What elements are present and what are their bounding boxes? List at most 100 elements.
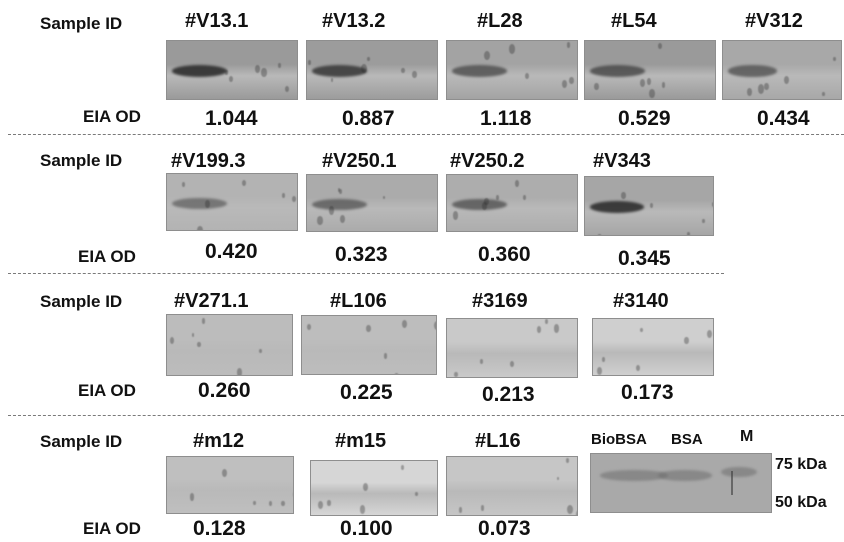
- sample-id-r2-1: #V199.3: [171, 150, 246, 172]
- blot-speck: [317, 500, 323, 510]
- row4-sample-id-label: Sample ID: [40, 432, 123, 451]
- blot-speck: [261, 68, 267, 77]
- blot-speck: [649, 89, 656, 98]
- blot-speck: [169, 336, 175, 344]
- blot-speck: [832, 56, 836, 62]
- blot-speck: [514, 180, 519, 187]
- sample-id-r1-1: #V13.1: [185, 10, 249, 32]
- sample-id-r4-2: #m15: [335, 430, 387, 452]
- blot-speck: [339, 189, 343, 194]
- blot-speck: [367, 57, 370, 61]
- blot-speck: [569, 76, 574, 85]
- blot-speck: [241, 180, 246, 187]
- blot-speck: [566, 42, 571, 48]
- blot-strip-r1-2: [306, 40, 438, 100]
- blot-speck: [640, 328, 643, 333]
- blot-speck: [480, 505, 485, 511]
- blot-strip-r3-1: [166, 314, 293, 376]
- row-divider-2: [8, 273, 724, 274]
- row3-eia-od-label: EIA OD: [78, 381, 136, 400]
- blot-speck: [509, 44, 516, 54]
- protein-band: [172, 197, 227, 209]
- blot-speck: [454, 371, 458, 377]
- blot-strip-r3-3: [446, 318, 578, 378]
- blot-speck: [328, 205, 335, 215]
- blot-strip-r1-5: [722, 40, 842, 100]
- blot-speck: [285, 86, 290, 93]
- eia-od-r1-1: 1.044: [205, 107, 258, 130]
- blot-strip-r2-1: [166, 173, 298, 231]
- blot-speck: [764, 82, 769, 91]
- sample-id-r1-2: #V13.2: [322, 10, 386, 32]
- row1-sample-id-label: Sample ID: [40, 14, 123, 33]
- blot-speck: [484, 197, 489, 205]
- sample-id-r4-1: #m12: [193, 430, 245, 452]
- eia-od-r4-3: 0.073: [478, 517, 531, 540]
- blot-speck: [259, 348, 262, 354]
- row2-sample-id-label: Sample ID: [40, 151, 123, 170]
- blot-speck: [411, 70, 417, 79]
- blot-speck: [224, 70, 228, 75]
- blot-speck: [452, 210, 459, 220]
- blot-speck: [576, 510, 577, 515]
- eia-od-r2-1: 0.420: [205, 240, 258, 263]
- control-band-2: [720, 466, 757, 478]
- blot-speck: [553, 324, 559, 333]
- row-divider-3: [8, 415, 844, 416]
- blot-speck: [601, 357, 605, 363]
- eia-od-r2-4: 0.345: [618, 247, 671, 270]
- blot-speck: [307, 59, 312, 66]
- blot-speck: [339, 214, 345, 223]
- protein-band: [727, 65, 778, 77]
- blot-speck: [650, 203, 654, 209]
- blot-speck: [359, 505, 365, 514]
- protein-band: [590, 201, 644, 213]
- row4-eia-od-label: EIA OD: [83, 519, 141, 538]
- blot-speck: [402, 319, 408, 329]
- protein-band: [590, 65, 645, 77]
- blot-speck: [536, 326, 541, 334]
- sample-id-r2-3: #V250.2: [450, 150, 525, 172]
- sample-id-r4-3: #L16: [475, 430, 521, 452]
- blot-speck: [783, 75, 789, 85]
- sample-id-r2-4: #V343: [593, 150, 651, 172]
- blot-speck: [292, 195, 296, 202]
- blot-speck: [594, 82, 599, 91]
- blot-speck: [596, 233, 602, 235]
- eia-od-r1-2: 0.887: [342, 107, 395, 130]
- marker-50kda-label: 50 kDa: [775, 494, 827, 511]
- control-blot-strip: [590, 453, 772, 513]
- sample-id-r1-5: #V312: [745, 10, 803, 32]
- blot-speck: [415, 491, 419, 496]
- blot-speck: [292, 491, 293, 498]
- blot-speck: [229, 76, 234, 83]
- blot-speck: [269, 501, 273, 507]
- eia-od-r2-3: 0.360: [478, 243, 531, 266]
- eia-od-r3-1: 0.260: [198, 379, 251, 402]
- blot-speck: [281, 500, 285, 507]
- blot-speck: [658, 42, 663, 49]
- eia-od-r4-1: 0.128: [193, 517, 246, 540]
- blot-speck: [661, 82, 666, 88]
- blot-strip-r1-3: [446, 40, 578, 100]
- eia-od-r3-3: 0.213: [482, 383, 535, 406]
- protein-band: [312, 198, 367, 210]
- lane-label-marker: M: [740, 428, 754, 445]
- row-divider-1: [8, 134, 844, 135]
- blot-speck: [458, 506, 463, 513]
- lane-label-bsa: BSA: [671, 431, 703, 448]
- blot-speck: [822, 92, 825, 96]
- blot-speck: [702, 218, 705, 223]
- blot-speck: [496, 194, 500, 200]
- blot-strip-r1-4: [584, 40, 716, 100]
- blot-speck: [525, 72, 529, 79]
- eia-od-r1-3: 1.118: [480, 107, 532, 130]
- blot-speck: [556, 476, 560, 481]
- blot-speck: [434, 321, 436, 331]
- blot-speck: [330, 78, 334, 83]
- blot-speck: [317, 216, 323, 225]
- blot-strip-r2-2: [306, 174, 438, 232]
- marker-75kda-label: 75 kDa: [775, 456, 827, 473]
- control-band-1: [657, 470, 712, 481]
- row2-eia-od-label: EIA OD: [78, 247, 136, 266]
